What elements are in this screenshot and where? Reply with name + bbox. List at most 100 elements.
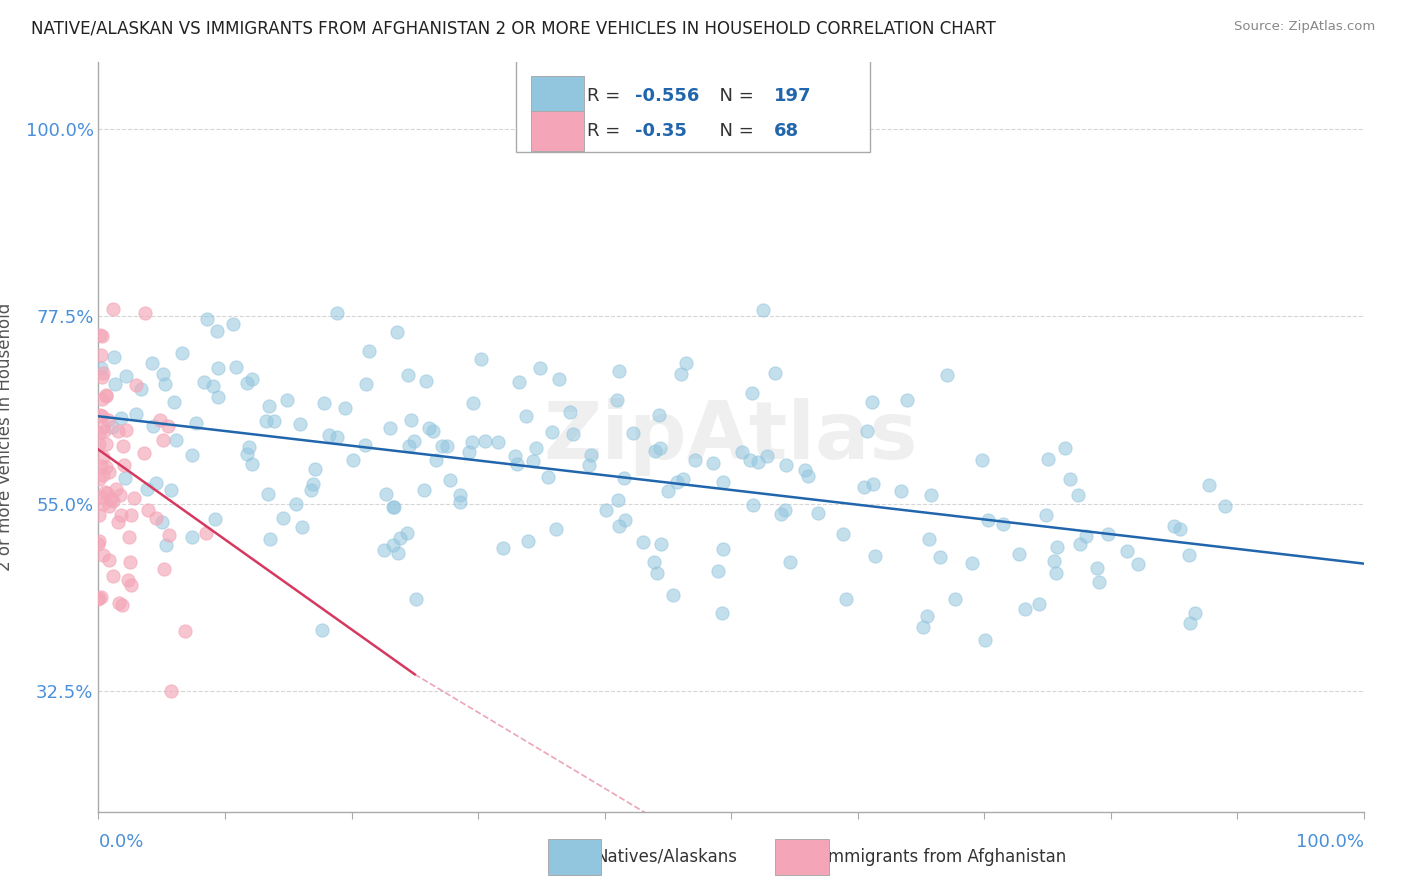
Point: [142, 419, 165, 434]
Point: [546, 522, 568, 536]
Point: [540, 425, 562, 439]
Point: [650, 537, 672, 551]
Point: [508, 375, 530, 389]
Point: [1069, 537, 1091, 551]
Point: [193, 376, 215, 390]
Point: [204, 512, 226, 526]
Point: [418, 421, 440, 435]
Point: [449, 487, 471, 501]
Point: [163, 395, 186, 409]
Point: [257, 399, 280, 413]
Point: [276, 392, 298, 407]
Point: [1198, 478, 1220, 492]
Point: [707, 565, 730, 579]
Point: [110, 599, 132, 613]
Point: [671, 368, 693, 382]
Point: [1046, 541, 1069, 555]
Point: [853, 479, 876, 493]
Point: [93, 420, 115, 434]
Point: [259, 532, 281, 546]
Point: [97, 413, 120, 427]
Point: [398, 439, 420, 453]
Point: [665, 475, 688, 489]
Point: [683, 452, 706, 467]
Point: [492, 541, 515, 555]
Point: [124, 491, 146, 506]
Point: [238, 440, 260, 454]
Point: [911, 620, 934, 634]
Point: [221, 317, 243, 331]
Point: [741, 386, 763, 401]
Point: [235, 447, 257, 461]
Point: [385, 325, 408, 339]
Point: [91, 392, 114, 406]
Point: [449, 495, 471, 509]
Point: [91, 450, 114, 464]
FancyBboxPatch shape: [776, 838, 828, 875]
Point: [115, 369, 138, 384]
Point: [657, 483, 679, 498]
Point: [311, 623, 333, 637]
Point: [120, 508, 142, 523]
Point: [304, 461, 326, 475]
Text: N =: N =: [709, 87, 759, 105]
Point: [153, 562, 176, 576]
Point: [107, 424, 129, 438]
Point: [515, 409, 537, 424]
FancyBboxPatch shape: [547, 838, 600, 875]
Point: [207, 360, 229, 375]
Point: [101, 420, 124, 434]
Point: [180, 449, 202, 463]
Point: [915, 609, 938, 624]
Point: [607, 518, 630, 533]
Point: [156, 419, 179, 434]
Point: [242, 371, 264, 385]
Point: [537, 469, 560, 483]
Point: [90, 458, 112, 473]
Point: [1059, 472, 1081, 486]
Point: [1116, 543, 1139, 558]
Text: 68: 68: [775, 121, 799, 140]
Point: [662, 588, 685, 602]
Point: [755, 449, 778, 463]
Point: [87, 533, 110, 548]
Point: [977, 513, 1000, 527]
Point: [333, 401, 356, 416]
Point: [94, 389, 117, 403]
Point: [180, 530, 202, 544]
Text: NATIVE/ALASKAN VS IMMIGRANTS FROM AFGHANISTAN 2 OR MORE VEHICLES IN HOUSEHOLD CO: NATIVE/ALASKAN VS IMMIGRANTS FROM AFGHAN…: [31, 20, 995, 37]
Point: [461, 435, 484, 450]
Point: [402, 434, 425, 449]
Point: [152, 367, 174, 381]
Point: [396, 368, 419, 383]
Point: [373, 543, 395, 558]
Point: [794, 463, 817, 477]
Point: [110, 508, 132, 522]
Point: [422, 424, 444, 438]
Point: [125, 408, 148, 422]
Point: [195, 312, 218, 326]
Point: [470, 352, 492, 367]
Point: [769, 507, 792, 521]
Text: Source: ZipAtlas.com: Source: ZipAtlas.com: [1234, 20, 1375, 33]
Point: [581, 448, 603, 462]
Point: [675, 356, 697, 370]
Point: [834, 592, 856, 607]
Point: [90, 360, 112, 375]
Point: [94, 485, 117, 500]
Point: [93, 366, 115, 380]
Point: [650, 441, 672, 455]
Point: [731, 445, 754, 459]
Point: [529, 361, 551, 376]
Point: [112, 458, 135, 472]
Point: [711, 541, 734, 556]
Point: [136, 503, 159, 517]
Point: [856, 424, 879, 438]
Text: N =: N =: [709, 121, 759, 140]
Point: [558, 405, 581, 419]
Point: [87, 471, 110, 485]
Point: [773, 502, 796, 516]
Point: [396, 525, 419, 540]
Point: [943, 592, 966, 607]
Point: [165, 434, 187, 448]
